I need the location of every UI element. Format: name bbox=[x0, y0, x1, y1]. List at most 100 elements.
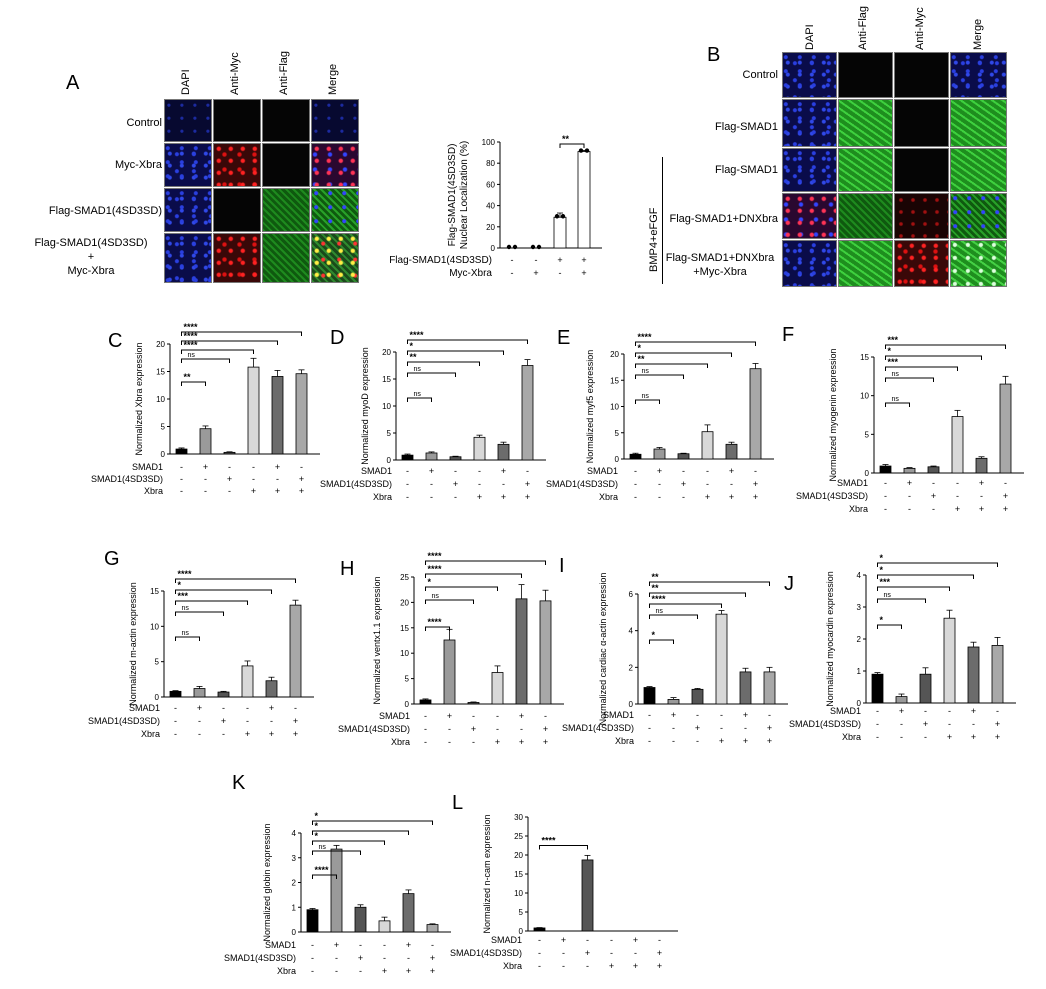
d-cond-sign: + bbox=[429, 466, 434, 476]
k-cond-sign: - bbox=[311, 940, 314, 950]
c-cond-sign: + bbox=[203, 462, 208, 472]
d-cond-sign: + bbox=[501, 492, 506, 502]
b-img-3-4 bbox=[950, 148, 1007, 192]
a-img-3-1 bbox=[164, 188, 212, 232]
i-ytick-label: 0 bbox=[629, 700, 634, 709]
d-cond-sign: + bbox=[477, 492, 482, 502]
j-bar bbox=[895, 696, 908, 704]
a-cond-sign: + bbox=[533, 268, 538, 278]
h-cond-sign: + bbox=[543, 737, 548, 747]
a-img-1-4 bbox=[311, 99, 359, 142]
l-cond-sign: - bbox=[562, 948, 565, 958]
k-sig-bracket bbox=[312, 830, 409, 835]
b-img-2-1 bbox=[782, 99, 837, 147]
k-sig-label: * bbox=[315, 811, 319, 821]
k-cond-sign: + bbox=[334, 940, 339, 950]
k-cond-row-label: Xbra bbox=[277, 966, 296, 976]
a-img-2-4 bbox=[311, 143, 359, 187]
j-cond-sign: + bbox=[971, 706, 976, 716]
b-img-4-4 bbox=[950, 193, 1007, 239]
a-bar bbox=[553, 216, 567, 249]
a-ytick-label: 80 bbox=[486, 159, 495, 168]
a-ytick-label: 60 bbox=[486, 180, 495, 189]
c-cond-sign: + bbox=[251, 486, 256, 496]
a-bar bbox=[577, 151, 591, 249]
g-cond-sign: - bbox=[222, 729, 225, 739]
c-bar bbox=[295, 373, 308, 455]
g-sig-label: **** bbox=[178, 569, 193, 579]
panel-label-c: C bbox=[108, 330, 123, 352]
f-cond-sign: + bbox=[907, 478, 912, 488]
e-cond-sign: - bbox=[658, 492, 661, 502]
f-cond-sign: - bbox=[956, 478, 959, 488]
panel-label-k: K bbox=[232, 772, 246, 794]
b-img-4-1 bbox=[782, 193, 837, 239]
j-ytick-label: 4 bbox=[857, 571, 862, 580]
j-cond-sign: - bbox=[900, 719, 903, 729]
f-cond-sign: - bbox=[932, 478, 935, 488]
g-bar bbox=[241, 665, 254, 698]
c-ytick-label: 0 bbox=[161, 450, 166, 459]
d-ytick-label: 5 bbox=[387, 429, 392, 438]
k-sig-label: * bbox=[315, 831, 319, 841]
i-ytick-label: 2 bbox=[629, 663, 634, 672]
d-cond-sign: - bbox=[478, 479, 481, 489]
j-cond-sign: + bbox=[995, 732, 1000, 742]
i-sig-bracket bbox=[649, 614, 698, 619]
l-ytick-label: 0 bbox=[519, 927, 524, 936]
l-cond-sign: - bbox=[586, 961, 589, 971]
i-cond-sign: + bbox=[671, 710, 676, 720]
d-cond-sign: + bbox=[501, 466, 506, 476]
a-img-2-2 bbox=[213, 143, 261, 187]
b-img-3-3 bbox=[894, 148, 949, 192]
f-ytick-label: 5 bbox=[865, 430, 870, 439]
a-cond-sign: + bbox=[581, 268, 586, 278]
l-bar bbox=[533, 927, 546, 932]
g-cond-row-label: SMAD1 bbox=[129, 703, 160, 713]
a-img-2-1 bbox=[164, 143, 212, 187]
c-bar bbox=[199, 428, 212, 455]
i-cond-sign: - bbox=[648, 736, 651, 746]
a-dot bbox=[584, 148, 590, 153]
c-ytick-label: 15 bbox=[156, 368, 165, 377]
f-sig-bracket bbox=[885, 355, 982, 360]
h-sig-bracket bbox=[425, 586, 498, 591]
e-cond-row-label: SMAD1 bbox=[587, 466, 618, 476]
f-cond-row-label: SMAD1(4SD3SD) bbox=[796, 491, 868, 501]
a-cond-sign: - bbox=[511, 268, 514, 278]
f-bar bbox=[927, 466, 940, 474]
k-bar bbox=[402, 893, 415, 933]
l-cond-sign: + bbox=[657, 948, 662, 958]
l-cond-row-label: SMAD1 bbox=[491, 935, 522, 945]
f-cond-sign: + bbox=[979, 478, 984, 488]
b-row-flag-smad1-bmp: Flag-SMAD1 bbox=[715, 164, 778, 176]
f-sig-label: *** bbox=[888, 357, 899, 367]
a-img-1-1 bbox=[164, 99, 212, 142]
k-cond-sign: + bbox=[382, 966, 387, 976]
f-cond-sign: + bbox=[1003, 491, 1008, 501]
d-cond-sign: - bbox=[406, 492, 409, 502]
c-cond-row-label: Xbra bbox=[144, 486, 163, 496]
e-cond-sign: - bbox=[658, 479, 661, 489]
g-cond-sign: + bbox=[245, 729, 250, 739]
f-ylabel: Normalized myogenin expression bbox=[828, 348, 838, 481]
l-cond-sign: - bbox=[658, 935, 661, 945]
h-cond-sign: + bbox=[519, 737, 524, 747]
g-cond-sign: - bbox=[222, 703, 225, 713]
d-cond-row-label: SMAD1 bbox=[361, 466, 392, 476]
c-cond-sign: + bbox=[299, 486, 304, 496]
j-ytick-label: 0 bbox=[857, 699, 862, 708]
h-cond-sign: - bbox=[424, 737, 427, 747]
a-dot bbox=[560, 214, 566, 219]
h-ytick-label: 5 bbox=[405, 675, 410, 684]
i-cond-sign: - bbox=[672, 723, 675, 733]
i-cond-sign: - bbox=[648, 723, 651, 733]
g-cond-sign: - bbox=[198, 729, 201, 739]
i-cond-sign: - bbox=[720, 723, 723, 733]
e-cond-sign: + bbox=[729, 466, 734, 476]
a-cond-sign: - bbox=[511, 255, 514, 265]
a-row-flag-smad1-myc-xbra: Flag-SMAD1(4SD3SD) + Myc-Xbra bbox=[34, 237, 148, 277]
a-img-4-1 bbox=[164, 233, 212, 283]
i-bar bbox=[739, 671, 752, 705]
g-ytick-label: 5 bbox=[155, 658, 160, 667]
